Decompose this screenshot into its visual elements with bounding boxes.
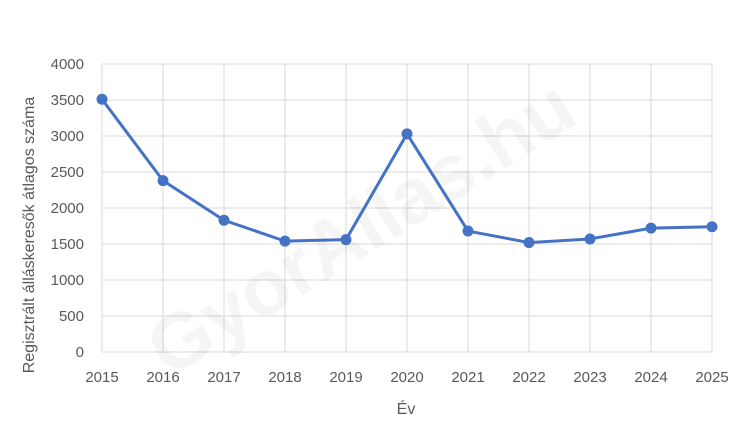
y-tick-label: 2500 xyxy=(51,164,84,181)
data-point-2018 xyxy=(279,235,291,247)
gridlines xyxy=(101,63,713,353)
y-tick-label: 1500 xyxy=(51,236,84,253)
y-tick-label: 3000 xyxy=(51,128,84,145)
data-point-2017 xyxy=(218,214,230,226)
y-tick-label: 3500 xyxy=(51,92,84,109)
x-axis-ticks: 2015 2016 2017 2018 2019 2020 2021 2022 2023 2024… xyxy=(85,369,728,386)
data-point-2019 xyxy=(340,234,352,246)
x-axis-title: Év xyxy=(397,399,416,418)
x-tick-label: 2015 xyxy=(85,369,118,386)
x-tick-label: 2024 xyxy=(634,369,667,386)
watermark: GyorAllas.hu xyxy=(132,61,590,393)
x-tick-label: 2017 xyxy=(207,369,240,386)
data-point-2024 xyxy=(645,222,657,234)
data-point-2021 xyxy=(462,225,474,237)
data-point-2023 xyxy=(584,233,596,245)
data-point-2015 xyxy=(96,93,108,105)
y-tick-label: 500 xyxy=(59,308,84,325)
x-tick-label: 2021 xyxy=(451,369,484,386)
y-tick-label: 4000 xyxy=(51,56,84,73)
x-tick-label: 2018 xyxy=(268,369,301,386)
x-tick-label: 2022 xyxy=(512,369,545,386)
y-tick-label: 1000 xyxy=(51,272,84,289)
x-tick-label: 2025 xyxy=(695,369,728,386)
data-point-2016 xyxy=(157,175,169,187)
x-tick-label: 2016 xyxy=(146,369,179,386)
y-tick-label: 2000 xyxy=(51,200,84,217)
y-axis-title: Regisztrált álláskeresők átlagos száma xyxy=(21,97,38,374)
data-point-2022 xyxy=(523,237,535,249)
x-tick-label: 2020 xyxy=(390,369,423,386)
data-point-2025 xyxy=(706,221,718,233)
data-point-2020 xyxy=(401,128,413,140)
y-tick-label: 0 xyxy=(76,344,84,361)
x-tick-label: 2023 xyxy=(573,369,606,386)
x-tick-label: 2019 xyxy=(329,369,362,386)
series xyxy=(96,93,718,249)
y-axis-ticks: 0 500 1000 1500 2000 2500 3000 3500 4000 xyxy=(51,56,84,361)
